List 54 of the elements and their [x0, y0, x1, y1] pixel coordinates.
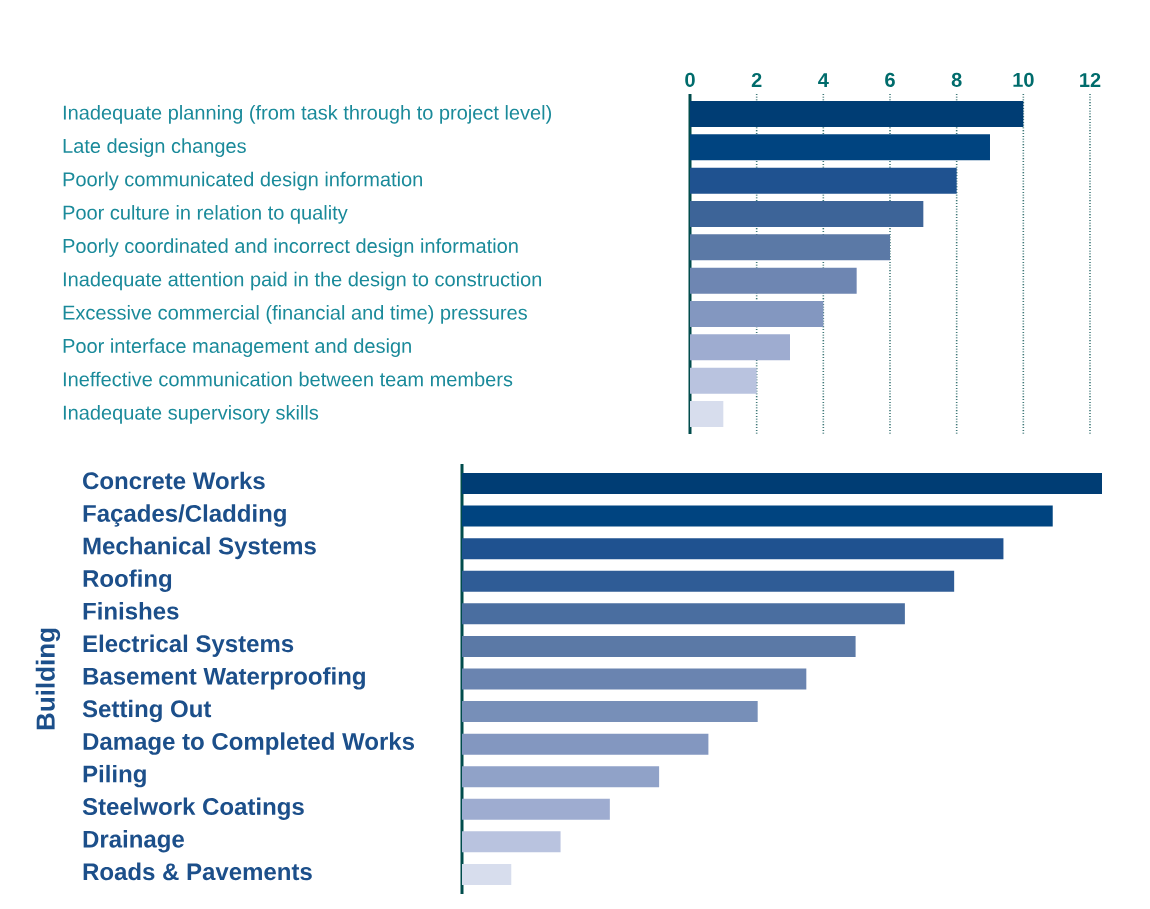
y-tick-label: Excessive commercial (financial and time) pressures: [63, 305, 527, 324]
bar: [690, 267, 857, 294]
bar: [462, 831, 561, 853]
y-tick-label: Drainage: [83, 830, 184, 853]
bar: [462, 603, 905, 625]
y-tick-label: Damage to Completed Works: [83, 732, 415, 755]
y-tick-label: Façades/Cladding: [83, 504, 286, 527]
bar: [462, 570, 955, 592]
y-tick-label: Inadequate supervisory skills: [63, 405, 319, 424]
bar: [690, 334, 791, 361]
bar: [462, 766, 660, 788]
bar: [462, 863, 512, 885]
y-tick-label: Setting Out: [82, 699, 212, 723]
x-tick-label: 8: [951, 72, 962, 87]
y-tick-label: Basement Waterproofing: [83, 667, 365, 690]
y-tick-label: Inadequate attention paid in the design to construction: [63, 271, 542, 291]
bar: [690, 200, 924, 227]
y-tick-label: Ineffective communication between team members: [63, 371, 513, 387]
x-tick-label: 12: [1080, 72, 1101, 87]
bar: [690, 234, 890, 261]
bar: [690, 400, 724, 427]
x-tick-label: 2: [751, 72, 762, 87]
y-tick-label: Concrete Works: [83, 471, 265, 490]
bar: [690, 134, 990, 161]
y-tick-label: Steelwork Coatings: [82, 797, 304, 820]
y-tick-label: Electrical Systems: [83, 634, 294, 657]
bar: [462, 538, 1004, 560]
bar: [462, 733, 709, 755]
y-tick-label: Roads & Pavements: [83, 862, 312, 881]
bar: [690, 367, 757, 394]
x-tick-label: 0: [685, 72, 695, 87]
y-tick-label: Poorly communicated design information: [63, 171, 422, 191]
y-tick-label: Finishes: [83, 602, 179, 620]
y-tick-label: Poor culture in relation to quality: [63, 205, 348, 224]
y-axis-title: Building: [35, 628, 61, 730]
y-tick-label: Mechanical Systems: [83, 536, 316, 560]
x-tick-label: 6: [885, 72, 895, 87]
bar: [462, 668, 807, 690]
y-tick-label: Piling: [83, 764, 146, 788]
bar: [462, 798, 610, 820]
bar: [462, 505, 1053, 527]
y-tick-label: Poorly coordinated and incorrect design information: [63, 238, 518, 257]
x-tick-label: 4: [818, 73, 829, 87]
y-tick-label: Roofing: [83, 569, 172, 592]
y-tick-label: Late design changes: [63, 138, 246, 157]
y-tick-label: Inadequate planning (from task through to project level): [63, 105, 552, 124]
y-tick-label: Poor interface management and design: [63, 338, 411, 358]
bar: [690, 167, 957, 194]
x-tick-label: 10: [1013, 72, 1034, 87]
bar: [462, 635, 856, 657]
bar: [690, 300, 824, 327]
bar: [690, 100, 1024, 127]
bar: [462, 701, 758, 723]
bar: [462, 473, 1102, 495]
